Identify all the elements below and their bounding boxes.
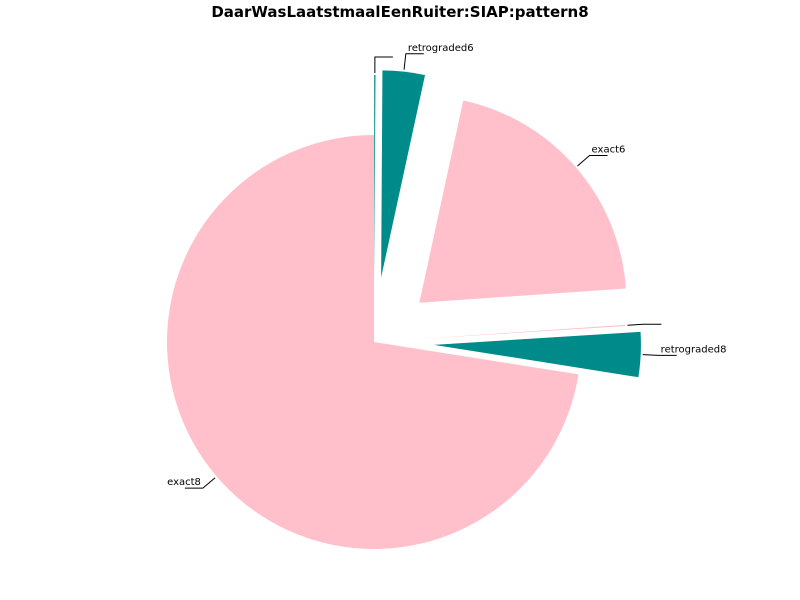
slice-label-exact6: exact6 bbox=[592, 145, 626, 156]
pie-labels: exact8 retrograded8 exact6 retrograded6 bbox=[167, 43, 727, 489]
pie-slices bbox=[166, 70, 641, 549]
pie-slice-retrograded8 bbox=[433, 331, 641, 378]
pie-slice-exact8 bbox=[166, 135, 579, 549]
pie-slice-exact6 bbox=[419, 100, 626, 303]
slice-label-retrograded8: retrograded8 bbox=[661, 344, 727, 355]
pie-slice-unlabeled-5 bbox=[374, 75, 376, 283]
leader-line-exact8 bbox=[184, 477, 216, 489]
leader-line-exact6 bbox=[577, 155, 608, 167]
pie-slice-unlabeled-2 bbox=[418, 324, 626, 340]
leader-line-retrograded8 bbox=[642, 354, 677, 356]
leader-line-unlabeled-5 bbox=[374, 56, 393, 74]
slice-label-exact8: exact8 bbox=[167, 477, 201, 488]
pie-slice-retrograded6 bbox=[381, 70, 426, 278]
leader-line-retrograded6 bbox=[403, 53, 424, 70]
chart-title: DaarWasLaatstmaalEenRuiter:SIAP:pattern8 bbox=[211, 3, 589, 21]
leader-line-unlabeled-2 bbox=[627, 323, 662, 326]
slice-label-retrograded6: retrograded6 bbox=[408, 43, 474, 54]
